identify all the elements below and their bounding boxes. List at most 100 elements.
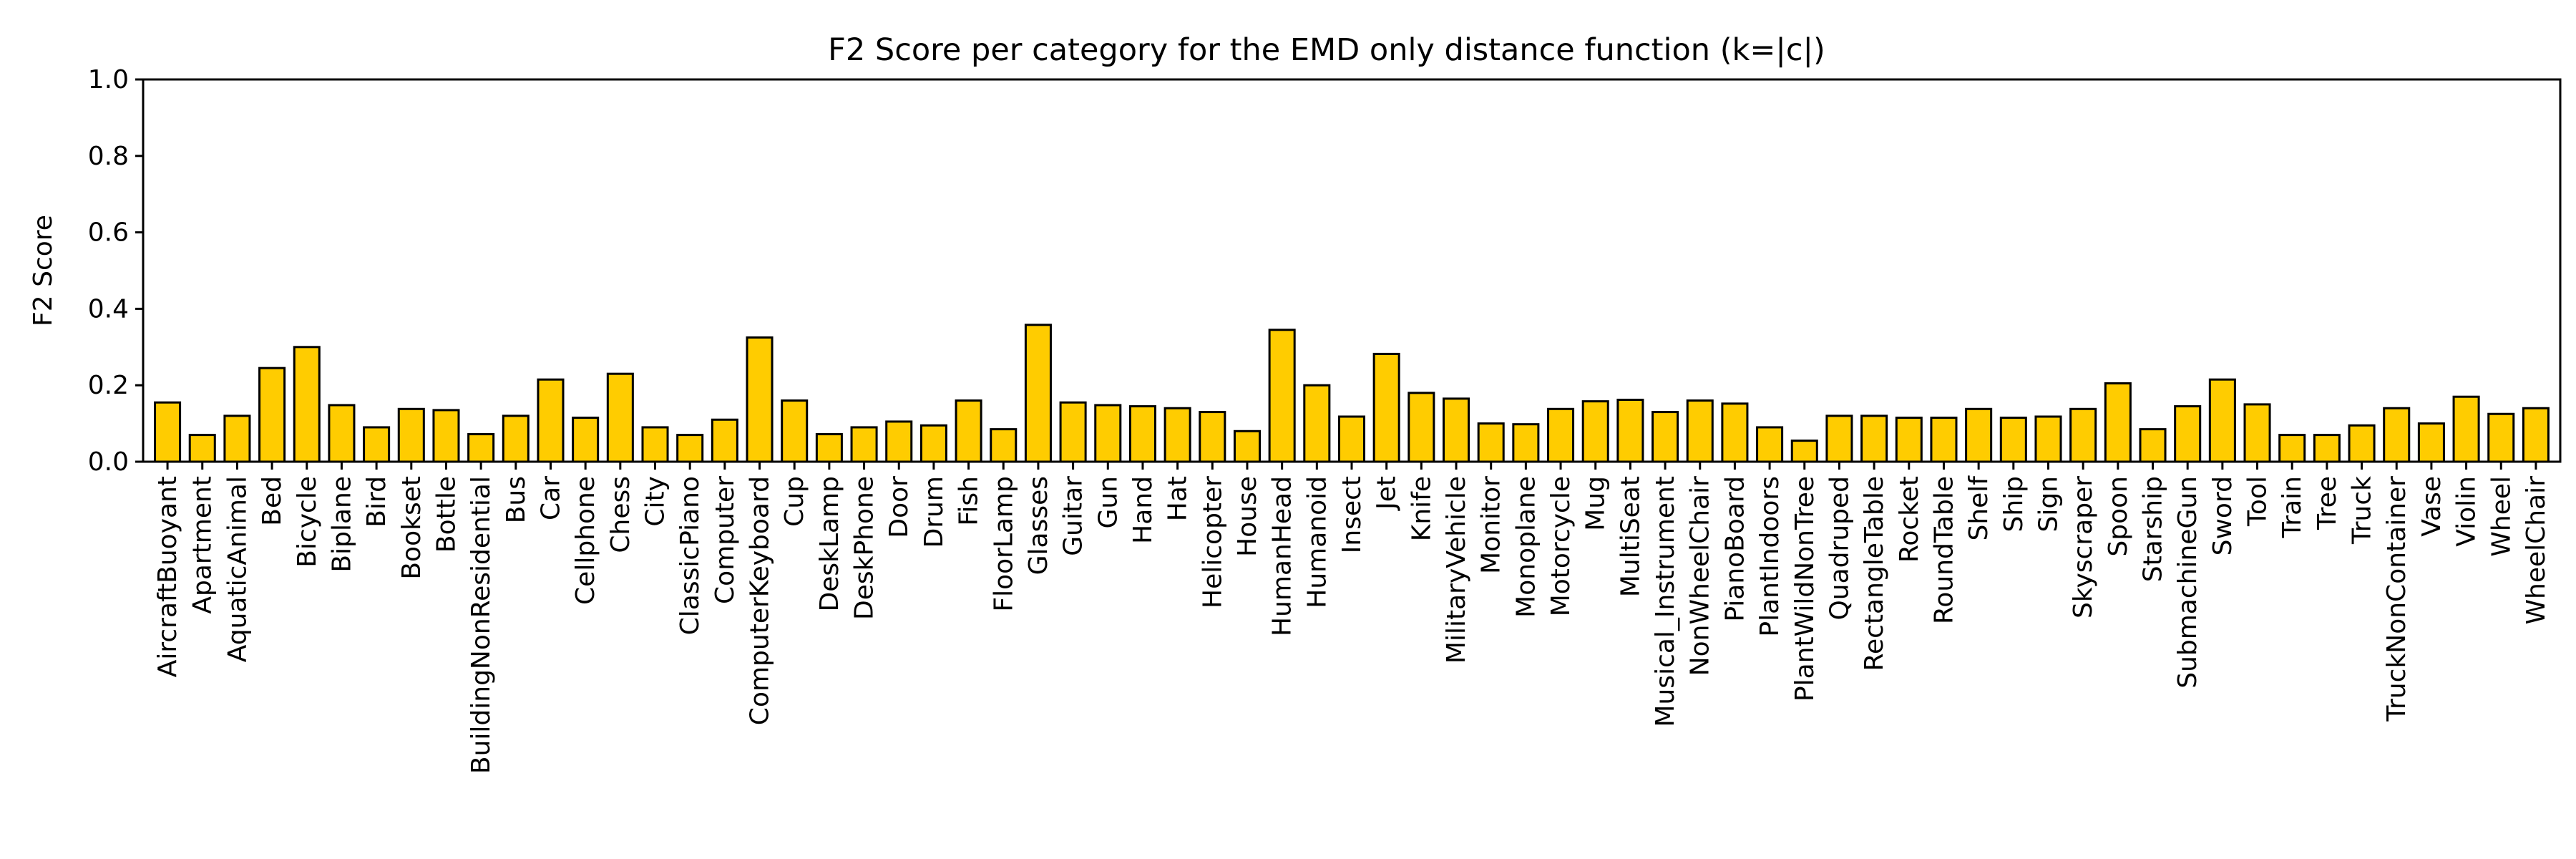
bar-floorlamp [990, 428, 1018, 463]
x-tick-label: Helicopter [1198, 476, 1227, 608]
y-tick-label: 0.6 [88, 218, 129, 248]
bar-house [1233, 430, 1261, 463]
x-tick-label: TruckNonContainer [2382, 476, 2411, 722]
y-tick-label: 0.8 [88, 142, 129, 171]
x-tick-label: Glasses [1024, 476, 1053, 575]
bar-starship [2139, 428, 2167, 463]
bar-city [641, 426, 669, 463]
y-tick-label: 0.0 [88, 447, 129, 477]
bar-gun [1094, 404, 1122, 463]
x-tick-label: Apartment [188, 476, 218, 614]
bar-computer [711, 418, 738, 463]
bars-group [154, 324, 2550, 463]
bar-monoplane [1512, 423, 1540, 463]
x-tick-label: Wheel [2487, 476, 2516, 557]
y-tick-label: 0.4 [88, 294, 129, 324]
x-tick-label: RectangleTable [1860, 476, 1889, 671]
bar-bus [502, 414, 530, 463]
bar-plantindoors [1756, 426, 1784, 463]
x-tick-label: Spoon [2104, 476, 2133, 557]
bar-rectangletable [1860, 414, 1888, 463]
bar-spoon [2104, 382, 2132, 463]
bar-guitar [1059, 401, 1087, 463]
y-axis-ticks: 0.0 0.2 0.4 0.6 0.8 1.0 [88, 65, 143, 477]
x-tick-label: SubmachineGun [2173, 476, 2202, 689]
x-tick-label: Vase [2417, 476, 2446, 537]
x-tick-label: Computer [711, 476, 740, 604]
x-tick-label: Cellphone [571, 476, 600, 605]
bar-aquaticanimal [223, 414, 251, 463]
bar-violin [2452, 395, 2480, 463]
bar-roundtable [1930, 417, 1958, 463]
bar-knife [1407, 392, 1435, 463]
bar-bed [258, 367, 286, 463]
bar-chess [606, 372, 634, 463]
x-tick-label: Jet [1372, 476, 1402, 511]
bar-skyscraper [2069, 407, 2097, 463]
bar-nonwheelchair [1686, 399, 1714, 463]
bar-train [2278, 434, 2306, 463]
bar-vase [2417, 422, 2445, 463]
x-tick-label: Door [884, 476, 914, 538]
x-tick-label: HumanHead [1268, 476, 1297, 636]
bar-desklamp [815, 433, 843, 463]
bar-computerkeyboard [746, 336, 774, 463]
bar-trucknoncontainer [2383, 407, 2411, 463]
x-tick-label: Hat [1163, 476, 1193, 521]
bar-motorcycle [1547, 407, 1575, 463]
x-tick-label: Bird [362, 476, 391, 528]
x-tick-label: Truck [2348, 476, 2377, 545]
x-tick-label: Sign [2034, 476, 2063, 533]
x-tick-label: Hand [1128, 476, 1158, 544]
x-tick-label: Train [2278, 476, 2307, 538]
x-tick-label: Sword [2208, 476, 2238, 555]
x-tick-label: Humanoid [1302, 476, 1332, 608]
bar-hat [1163, 407, 1191, 463]
x-tick-label: PlantIndoors [1755, 476, 1785, 637]
bar-bookset [397, 407, 425, 463]
bar-humanoid [1303, 384, 1331, 463]
plot-frame [142, 78, 2562, 463]
x-tick-label: FloorLamp [989, 476, 1018, 612]
bar-bird [363, 426, 391, 463]
x-tick-label: Mug [1581, 476, 1611, 531]
bar-wheel [2487, 412, 2515, 463]
bar-deskphone [850, 426, 878, 463]
x-tick-label: Fish [955, 476, 984, 526]
y-axis-label: F2 Score [29, 215, 58, 326]
bar-rocket [1895, 417, 1923, 463]
x-tick-label: Skyscraper [2069, 476, 2098, 618]
x-tick-label: Monoplane [1511, 476, 1541, 618]
bar-drum [919, 424, 947, 463]
x-tick-label: Rocket [1895, 476, 1924, 563]
bar-glasses [1024, 324, 1052, 463]
y-tick-label: 1.0 [88, 65, 129, 94]
bar-plantwildnontree [1790, 440, 1818, 463]
bar-musical_instrument [1652, 411, 1679, 463]
x-tick-label: Cup [780, 476, 809, 527]
x-tick-label: Bicycle [293, 476, 322, 568]
x-tick-label: AircraftBuoyant [153, 476, 182, 677]
x-tick-label: Chess [606, 476, 635, 553]
bar-cellphone [572, 417, 600, 463]
bar-hand [1128, 405, 1156, 463]
x-tick-label: MultiSeat [1616, 476, 1645, 597]
x-tick-label: Gun [1093, 476, 1123, 529]
x-tick-label: AquaticAnimal [223, 476, 252, 662]
x-tick-label: Tree [2313, 476, 2342, 530]
bar-bicycle [293, 346, 321, 463]
bar-biplane [328, 404, 356, 463]
bar-insect [1337, 415, 1366, 463]
bar-truck [2348, 424, 2376, 463]
bar-multiseat [1616, 398, 1644, 463]
x-tick-label: Bottle [431, 476, 461, 553]
x-tick-label: Bookset [397, 476, 426, 580]
bar-jet [1372, 352, 1400, 463]
bar-classicpiano [676, 434, 704, 463]
x-axis-ticks: AircraftBuoyant Apartment AquaticAnimal Bed… [153, 462, 2551, 774]
bar-apartment [188, 434, 216, 463]
x-tick-label: Tool [2243, 476, 2273, 527]
bar-tree [2313, 434, 2341, 463]
x-tick-label: Quadruped [1825, 476, 1854, 621]
x-tick-label: Biplane [327, 476, 356, 573]
